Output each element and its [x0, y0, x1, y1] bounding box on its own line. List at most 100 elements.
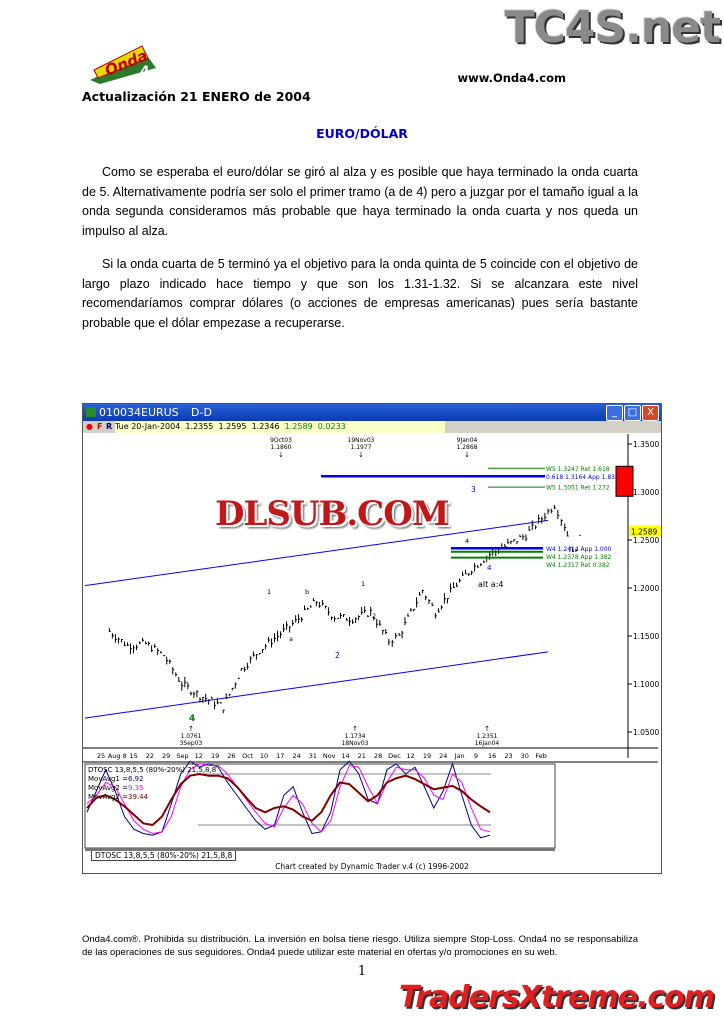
update-date: Actualización 21 ENERO de 2004	[82, 89, 311, 104]
date-tick-label: 28	[374, 752, 382, 760]
date-tick-label: Nov	[323, 752, 336, 760]
close-button[interactable]: X	[642, 405, 659, 421]
date-tick-label: 16	[488, 752, 496, 760]
oscillator-legend-item: MovAvg2 =9.35	[88, 784, 144, 792]
legend-name: MovAvg2 =	[88, 793, 128, 801]
target-label: W4 1.2378 App 1.382	[546, 554, 612, 561]
wave-label: 4	[465, 537, 469, 545]
date-tick-label: 15	[129, 752, 137, 760]
maximize-button[interactable]: □	[624, 405, 641, 421]
date-tick-label: 19	[423, 752, 431, 760]
quote-close: 1.2589	[284, 422, 313, 431]
date-tick-label: 23	[504, 752, 512, 760]
onda4-logo: Onda 4	[90, 45, 156, 84]
last-price-marker	[629, 525, 661, 537]
date-tick-label: Feb	[535, 752, 547, 760]
chart-symbol: 010034EURUS	[99, 406, 179, 419]
pivot-date: 9Jan04	[457, 437, 478, 444]
wave-label: 2	[372, 612, 376, 620]
chart-titlebar: 010034EURUS D-D _ □ X	[83, 404, 661, 421]
wave-label: 1	[361, 580, 365, 588]
quote-open: 1.2355	[185, 422, 214, 431]
pivot-price: 1.1734	[345, 733, 366, 740]
price-tick-label: 1.2000	[633, 584, 659, 593]
date-tick-label: 24	[292, 752, 300, 760]
date-tick-label: 21	[358, 752, 366, 760]
arrow-down-icon: ↓	[358, 451, 364, 459]
date-tick-label: 22	[146, 752, 154, 760]
date-tick-label: 14	[341, 752, 349, 760]
dlsub-watermark: DLSUB.COM	[215, 494, 449, 534]
chart-window: 010034EURUS D-D _ □ X ● F R Tue 20-Jan-2…	[82, 403, 662, 874]
app-icon	[86, 407, 96, 417]
tab-strip	[85, 848, 555, 851]
date-tick-label: 12	[407, 752, 415, 760]
pivot-date: 9Oct03	[270, 437, 292, 444]
website-link[interactable]: www.Onda4.com	[457, 71, 566, 85]
legend-name: MovAvg1 =	[88, 775, 128, 783]
date-tick-label: Jan	[454, 752, 465, 760]
target-zone-box	[615, 465, 634, 497]
oscillator-legend-item: MovAvg1 =6.92	[88, 775, 144, 783]
price-tick-label: 1.1000	[633, 680, 659, 689]
chart-credit: Chart created by Dynamic Trader v.4 (c) …	[275, 862, 469, 871]
date-tick-label: 19	[211, 752, 219, 760]
wave-label: 3	[471, 485, 476, 494]
date-tick-label: 29	[162, 752, 170, 760]
legend-name: MovAvg2 =	[88, 784, 128, 792]
price-tick-label: 1.3000	[633, 488, 659, 497]
wave-label: alt a:4	[478, 580, 504, 589]
wave-label: b	[305, 588, 309, 596]
pivot-price: 1.2351	[477, 733, 498, 740]
upper-channel-line	[84, 519, 549, 587]
quote-change: 0.0233	[317, 422, 346, 431]
arrow-down-icon: ↓	[278, 451, 284, 459]
minimize-button[interactable]: _	[606, 405, 623, 421]
date-tick-label: 25	[97, 752, 105, 760]
article-title: EURO/DÓLAR	[316, 126, 408, 141]
oscillator-slow-line	[86, 763, 491, 835]
date-tick-label: Dec	[388, 752, 401, 760]
legend-value: 9.35	[128, 784, 144, 792]
chart-period: D-D	[191, 406, 212, 419]
pivot-date: 16Jan04	[475, 740, 500, 747]
pivot-price: 1.2868	[457, 444, 478, 451]
date-tick-label: 30	[521, 752, 529, 760]
lower-channel-line	[84, 651, 549, 719]
date-tick-label: Aug 8	[108, 752, 127, 760]
price-tick-label: 1.1500	[633, 632, 659, 641]
paragraph-1: Como se esperaba el euro/dólar se giró a…	[82, 165, 638, 238]
arrow-up-icon: ↑	[188, 725, 194, 733]
pivot-date: 19Nov03	[348, 437, 375, 444]
date-tick-label: Oct	[242, 752, 254, 760]
wave-label: a	[289, 635, 293, 643]
wave-label: 4	[487, 564, 492, 572]
svg-text:4: 4	[140, 64, 150, 80]
legend-value: 39.44	[128, 793, 149, 801]
wave-label: 4	[189, 714, 195, 724]
pivot-price: 1.1860	[271, 444, 292, 451]
target-label: W5 1.3051 Ret 1.272	[546, 485, 610, 492]
wave-label: 2	[335, 651, 340, 660]
date-tick-label: 17	[276, 752, 284, 760]
oscillator-legend-item: MovAvg2 =39.44	[88, 793, 149, 801]
price-tick-label: 1.0500	[633, 728, 659, 737]
flag-r[interactable]: R	[106, 422, 113, 431]
quote-low: 1.2346	[251, 422, 280, 431]
record-dot-icon: ●	[86, 422, 93, 431]
watermark-tc4s: TC4S.net	[504, 2, 721, 53]
disclaimer: Onda4.com®. Prohibida su distribución. L…	[82, 934, 638, 958]
date-tick-label: 12	[195, 752, 203, 760]
flag-f[interactable]: F	[97, 422, 103, 431]
oscillator-panel	[84, 763, 556, 849]
quote-date: Tue 20-Jan-2004	[115, 422, 181, 431]
price-tick-label: 1.2500	[633, 536, 659, 545]
legend-value: 6.92	[128, 775, 144, 783]
watermark-tradersxtreme: TradersXtreme.com	[399, 980, 715, 1015]
pivot-price: 1.1977	[351, 444, 372, 451]
indicator-tab[interactable]: DTOSC 13,8,5,5 (80%-20%) 21,5,8,8	[91, 851, 237, 861]
date-tick-label: 24	[439, 752, 447, 760]
oscillator-title: DTOSC 13,8,5,5 (80%-20%) 21,5,8,8	[88, 766, 216, 774]
price-chart: 1.3500 1.3000 1.2500 1.2000 1.1500 1.1000 1.05…	[83, 434, 661, 851]
